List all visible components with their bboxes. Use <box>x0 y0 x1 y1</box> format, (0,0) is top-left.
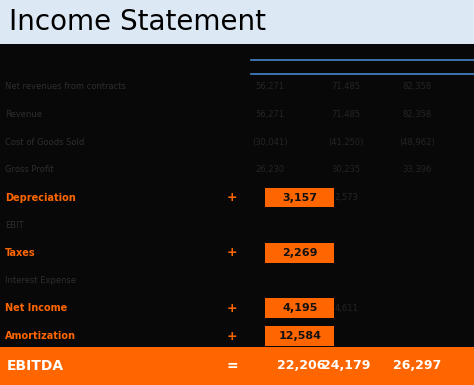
Text: EBIT: EBIT <box>5 221 23 230</box>
Text: +: + <box>227 246 237 259</box>
Text: Net revenues from contracts: Net revenues from contracts <box>5 82 126 91</box>
Text: (48,962): (48,962) <box>399 137 435 147</box>
Text: 26,230: 26,230 <box>255 165 285 174</box>
Text: 4,611: 4,611 <box>334 304 358 313</box>
Text: 30,235: 30,235 <box>331 165 361 174</box>
Text: =: = <box>227 359 238 373</box>
Text: 56,271: 56,271 <box>255 82 285 91</box>
Text: Amortization: Amortization <box>5 331 76 341</box>
Text: 33,396: 33,396 <box>402 165 432 174</box>
Text: 71,485: 71,485 <box>331 82 361 91</box>
Text: Income Statement: Income Statement <box>9 8 266 36</box>
Text: Net Income: Net Income <box>5 303 67 313</box>
Text: 26,297: 26,297 <box>393 359 441 372</box>
Text: 71,485: 71,485 <box>331 110 361 119</box>
Text: Depreciation: Depreciation <box>5 192 75 203</box>
Text: 12,584: 12,584 <box>278 331 321 341</box>
Text: +: + <box>227 302 237 315</box>
Text: (30,041): (30,041) <box>253 137 288 147</box>
Bar <box>0 0 474 44</box>
Text: 82,358: 82,358 <box>402 110 432 119</box>
Text: Revenue: Revenue <box>5 110 42 119</box>
Text: 22,206: 22,206 <box>277 359 325 372</box>
Text: Interest Expense: Interest Expense <box>5 276 76 285</box>
Text: 82,358: 82,358 <box>402 82 432 91</box>
Bar <box>265 243 334 263</box>
Text: EBITDA: EBITDA <box>7 359 64 373</box>
Text: 2,573: 2,573 <box>334 193 358 202</box>
Text: (41,250): (41,250) <box>328 137 364 147</box>
Text: Gross Profit: Gross Profit <box>5 165 53 174</box>
Text: 56,271: 56,271 <box>255 110 285 119</box>
Bar <box>265 326 334 346</box>
Text: +: + <box>227 330 237 343</box>
Text: 3,157: 3,157 <box>283 192 317 203</box>
Bar <box>0 346 474 385</box>
Text: Taxes: Taxes <box>5 248 36 258</box>
Text: 24,179: 24,179 <box>322 359 370 372</box>
Text: 4,195: 4,195 <box>282 303 318 313</box>
Bar <box>265 298 334 318</box>
Text: +: + <box>227 191 237 204</box>
Text: Cost of Goods Sold: Cost of Goods Sold <box>5 137 84 147</box>
Bar <box>265 187 334 208</box>
Text: 2,269: 2,269 <box>282 248 318 258</box>
